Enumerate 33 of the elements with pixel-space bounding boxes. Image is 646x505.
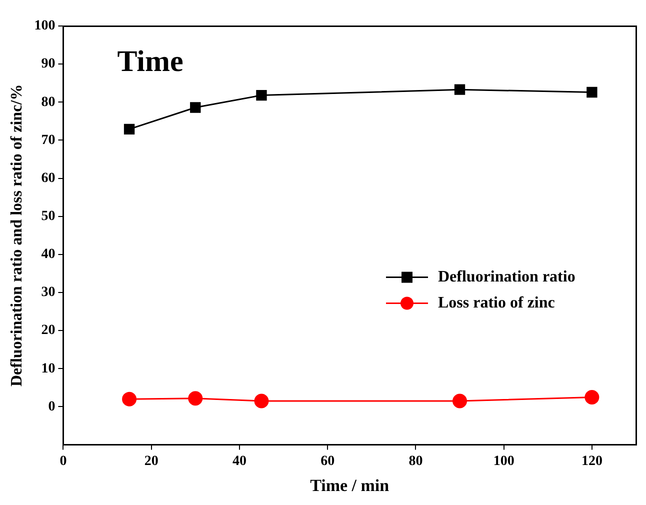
annotation: Time	[117, 44, 184, 78]
point	[254, 394, 269, 408]
point	[124, 124, 135, 135]
y-tick-label: 90	[41, 56, 56, 72]
y-tick-label: 30	[41, 285, 56, 300]
y-tick-label: 70	[41, 132, 56, 148]
point	[188, 391, 203, 406]
point	[256, 90, 267, 101]
y-tick-label: 10	[41, 361, 56, 376]
y-tick-label: 40	[41, 247, 56, 262]
y-tick-label: 100	[34, 18, 56, 34]
y-tick-label: 50	[41, 208, 56, 224]
legend-label: Defluorination ratio	[438, 268, 576, 286]
point	[190, 102, 201, 113]
x-tick-label: 100	[493, 454, 514, 469]
point	[454, 84, 466, 95]
x-axis-title: Time / min	[310, 476, 390, 496]
y-tick-label: 20	[41, 323, 56, 338]
y-axis-title: Defluorination ratio and loss ratio of zinc/%	[8, 84, 26, 387]
x-tick-label: 0	[60, 454, 67, 469]
point	[586, 86, 598, 98]
legend-label: Loss ratio of zinc	[438, 294, 555, 312]
y-tick-label: 80	[41, 94, 56, 110]
x-tick-label: 120	[581, 454, 602, 469]
x-tick-label: 60	[320, 454, 335, 469]
x-tick-label: 80	[408, 454, 423, 469]
y-tick-label: 60	[41, 170, 56, 186]
y-tick-label: 0	[48, 399, 56, 414]
point	[584, 390, 600, 404]
point	[122, 392, 137, 406]
point	[452, 394, 468, 408]
x-tick-label: 20	[144, 454, 158, 469]
x-tick-label: 40	[232, 454, 246, 469]
